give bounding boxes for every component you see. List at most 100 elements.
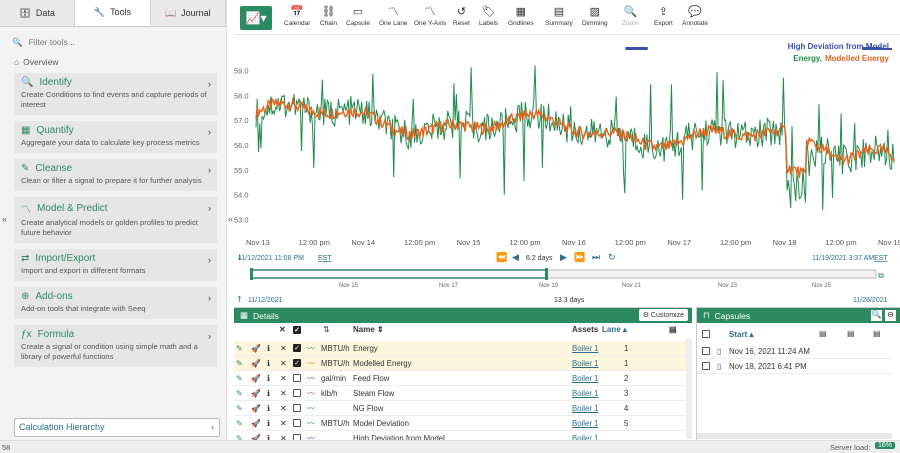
asset-link[interactable]: Boiler 1 <box>572 403 599 413</box>
columns-icon[interactable]: ▤ <box>669 325 677 334</box>
asset-link[interactable]: Boiler 1 <box>572 358 599 368</box>
edit-icon[interactable]: ✎ <box>236 403 243 413</box>
asset-link[interactable]: Boiler 1 <box>572 418 599 428</box>
row-checkbox[interactable] <box>293 404 301 412</box>
rocket-icon[interactable]: 🚀 <box>251 388 261 398</box>
info-icon[interactable]: ℹ <box>267 373 270 383</box>
asset-link[interactable]: Boiler 1 <box>572 433 599 443</box>
tab-data[interactable]: 🗄 Data <box>0 0 76 26</box>
details-scrollbar[interactable] <box>686 339 692 439</box>
refresh-icon[interactable]: ↻ <box>608 253 616 263</box>
name-column-header[interactable]: Name ⇕ <box>353 325 384 334</box>
capsules-scrollbar[interactable] <box>697 433 892 439</box>
assets-column-header[interactable]: Assets <box>572 325 598 334</box>
step-back-icon[interactable]: ◀ <box>512 253 519 263</box>
reset-button[interactable]: ↺ Reset <box>453 6 470 27</box>
table-row[interactable]: ✎ 🚀 ℹ ✕ 〰 gal/min Feed Flow Boiler 1 2 <box>234 371 686 386</box>
step-forward-full-icon[interactable]: ⏩ <box>574 251 585 263</box>
tool-quantify[interactable]: ▦ Quantify Aggregate your data to calculat… <box>14 121 217 153</box>
remove-all-icon[interactable]: ✕ <box>279 325 286 334</box>
calculation-hierarchy-button[interactable]: Calculation Hierarchy › <box>14 418 220 437</box>
remove-icon[interactable]: ✕ <box>280 433 287 443</box>
overview-selection[interactable] <box>251 269 547 279</box>
start-column-header[interactable]: Start ▴ <box>729 330 754 339</box>
table-row[interactable]: ✎ 🚀 ℹ ✕ ✓ 〰 MBTU/h Modelled Energy Boiler 1 1 <box>234 356 686 371</box>
rocket-icon[interactable]: 🚀 <box>251 433 261 443</box>
overview-handle-left[interactable] <box>250 268 253 280</box>
tool-formula[interactable]: ƒx Formula Create a signal or condition us… <box>14 325 217 367</box>
rocket-icon[interactable]: 🚀 <box>251 418 261 428</box>
row-checkbox[interactable]: ✓ <box>293 344 301 352</box>
table-row[interactable]: ✎ 🚀 ℹ ✕ 〰 NG Flow Boiler 1 4 <box>234 401 686 416</box>
tab-journal[interactable]: 📖 Journal <box>150 0 226 26</box>
remove-icon[interactable]: ✕ <box>280 403 287 413</box>
collapse-left-icon[interactable]: « <box>2 214 8 224</box>
labels-button[interactable]: 🏷 Labels <box>479 6 498 27</box>
select-all-checkbox[interactable]: ✓ <box>293 326 301 334</box>
calendar-button[interactable]: 📅 Calendar <box>284 6 310 27</box>
capsule-row[interactable]: ▯ Nov 16, 2021 11:24 AM <box>697 344 892 359</box>
edit-icon[interactable]: ✎ <box>236 418 243 428</box>
asset-link[interactable]: Boiler 1 <box>572 343 599 353</box>
overview-handle-right[interactable] <box>545 268 548 280</box>
rocket-icon[interactable]: 🚀 <box>251 358 261 368</box>
gridlines-button[interactable]: ▦ Gridlines <box>508 6 534 27</box>
arrow-up-icon[interactable]: ↑ <box>236 295 243 304</box>
overview-end-icon[interactable]: ⧉ <box>878 271 884 280</box>
zoom-capsule-icon[interactable]: 🔍 <box>871 310 882 321</box>
capsule-bar[interactable] <box>625 47 648 50</box>
info-icon[interactable]: ℹ <box>267 358 270 368</box>
asset-link[interactable]: Boiler 1 <box>572 388 599 398</box>
rocket-icon[interactable]: 🚀 <box>251 403 261 413</box>
overview-link[interactable]: ⌂ Overview <box>14 57 226 67</box>
jump-now-icon[interactable]: ⏭ <box>592 253 600 263</box>
edit-icon[interactable]: ✎ <box>236 388 243 398</box>
capsule-button[interactable]: ▭ Capsule <box>346 6 370 27</box>
summary-button[interactable]: ▤ Summary <box>545 6 573 27</box>
collapse-panel-icon[interactable]: « <box>228 214 234 224</box>
edit-icon[interactable]: ✎ <box>236 343 243 353</box>
tool-cleanse[interactable]: ✎ Cleanse Clean or filter a signal to prep… <box>14 159 217 191</box>
zoom-button[interactable]: 🔍 Zoom <box>622 6 639 27</box>
view-selector-button[interactable]: 📈▾ <box>240 6 272 30</box>
edit-icon[interactable]: ✎ <box>236 358 243 368</box>
row-checkbox[interactable] <box>293 374 301 382</box>
columns-icon[interactable]: ▤ <box>873 329 881 338</box>
capsule-property-icon[interactable]: ▤ <box>819 329 827 338</box>
one-y-axis-button[interactable]: 〽 One Y-Axis <box>414 6 446 27</box>
tab-tools[interactable]: 🔧 Tools <box>75 0 151 26</box>
tool-identify[interactable]: 🔍 Identify Create Conditions to find event… <box>14 73 217 115</box>
tool-import-export[interactable]: ⇄ Import/Export Import and export in diffe… <box>14 249 217 281</box>
add-column-icon[interactable]: ▤ <box>847 329 855 338</box>
info-icon[interactable]: ℹ <box>267 388 270 398</box>
table-row[interactable]: ✎ 🚀 ℹ ✕ 〰 MBTU/h Model Deviation Boiler 1 5 <box>234 416 686 431</box>
collapse-icon[interactable]: ⊖ <box>885 310 896 321</box>
remove-icon[interactable]: ✕ <box>280 343 287 353</box>
step-forward-icon[interactable]: ▶ <box>560 253 567 263</box>
chain-button[interactable]: ⛓ Chain <box>320 6 337 27</box>
tool-add-ons[interactable]: ⊕ Add-ons Add-on tools that integrate with… <box>14 287 217 319</box>
table-row[interactable]: ✎ 🚀 ℹ ✕ ✓ 〰 MBTU/h Energy Boiler 1 1 <box>234 341 686 356</box>
step-back-full-icon[interactable]: ⏪ <box>496 251 507 263</box>
capsule-checkbox[interactable] <box>702 347 710 355</box>
rocket-icon[interactable]: 🚀 <box>251 373 261 383</box>
edit-icon[interactable]: ✎ <box>236 433 243 443</box>
edit-icon[interactable]: ✎ <box>236 373 243 383</box>
row-checkbox[interactable]: ✓ <box>293 359 301 367</box>
capsule-row[interactable]: ▯ Nov 18, 2021 6:41 PM <box>697 359 892 374</box>
select-all-capsules-checkbox[interactable] <box>702 330 710 338</box>
info-icon[interactable]: ℹ <box>267 343 270 353</box>
info-icon[interactable]: ℹ <box>267 403 270 413</box>
table-row[interactable]: ✎ 🚀 ℹ ✕ 〰 klb/h Steam Flow Boiler 1 3 <box>234 386 686 401</box>
annotate-button[interactable]: 💬 Annotate <box>682 6 708 27</box>
remove-icon[interactable]: ✕ <box>280 373 287 383</box>
filter-tools-input[interactable]: 🔍 Filter tools... <box>12 33 216 51</box>
chart-svg[interactable]: 59.0 58.0 57.0 56.0 55.0 54.0 53.0 Nov 13 12:00 … <box>234 36 900 304</box>
customize-button[interactable]: ⚙ Customize <box>638 309 688 321</box>
dimming-button[interactable]: ▨ Dimming <box>582 6 608 27</box>
asset-link[interactable]: Boiler 1 <box>572 373 599 383</box>
lane-column-header[interactable]: Lane ▴ <box>602 325 627 334</box>
info-icon[interactable]: ℹ <box>267 418 270 428</box>
trend-chart[interactable]: 59.0 58.0 57.0 56.0 55.0 54.0 53.0 Nov 13 12:00 … <box>234 36 900 304</box>
arrow-down-icon[interactable]: ↓ <box>236 253 243 262</box>
